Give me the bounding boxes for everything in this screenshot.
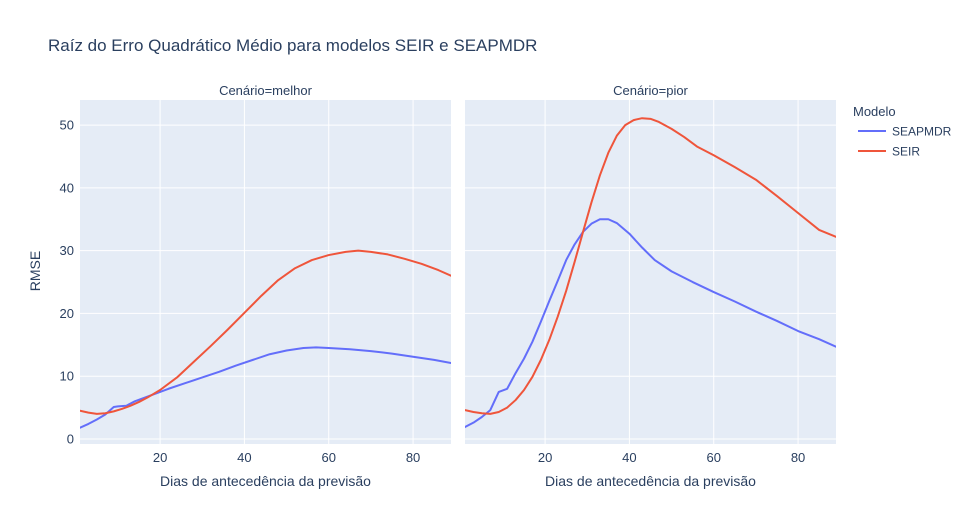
chart-title: Raíz do Erro Quadrático Médio para model… <box>48 36 537 55</box>
series-line-seir <box>465 117 836 415</box>
facet-label: Cenário=pior <box>613 83 688 98</box>
plot-background <box>80 100 451 444</box>
x-tick-label: 20 <box>538 450 552 465</box>
x-tick-label: 60 <box>322 450 336 465</box>
series-line-seapmdr <box>465 218 836 429</box>
x-tick-label: 80 <box>791 450 805 465</box>
facet-label: Cenário=melhor <box>219 83 313 98</box>
legend-label: SEAPMDR <box>892 125 952 139</box>
y-tick-label: 50 <box>60 118 74 133</box>
series-line-seapmdr <box>80 346 451 429</box>
legend-item-seapmdr[interactable]: SEAPMDR <box>858 125 952 139</box>
y-tick-label: 0 <box>67 431 74 446</box>
y-tick-label: 30 <box>60 243 74 258</box>
x-tick-label: 40 <box>622 450 636 465</box>
y-tick-label: 20 <box>60 306 74 321</box>
y-axis-label: RMSE <box>27 251 43 291</box>
x-axis-label: Dias de antecedência da previsão <box>545 473 756 489</box>
legend-item-seir[interactable]: SEIR <box>858 145 920 159</box>
y-tick-label: 40 <box>60 180 74 195</box>
y-tick-label: 10 <box>60 369 74 384</box>
legend-title: Modelo <box>853 104 896 119</box>
legend-label: SEIR <box>892 145 920 159</box>
panel-0: 20 40 60 80 0 10 20 30 40 50 Cenário=melhor Dias de… <box>60 83 451 489</box>
panel-1: 20 40 60 80 Cenário=pior Dias de antecedência… <box>465 83 836 489</box>
x-tick-label: 40 <box>237 450 251 465</box>
x-tick-label: 20 <box>153 450 167 465</box>
series-line-seir <box>80 249 451 415</box>
x-tick-label: 80 <box>406 450 420 465</box>
plot-background <box>465 100 836 444</box>
x-tick-label: 60 <box>707 450 721 465</box>
x-axis-label: Dias de antecedência da previsão <box>160 473 371 489</box>
